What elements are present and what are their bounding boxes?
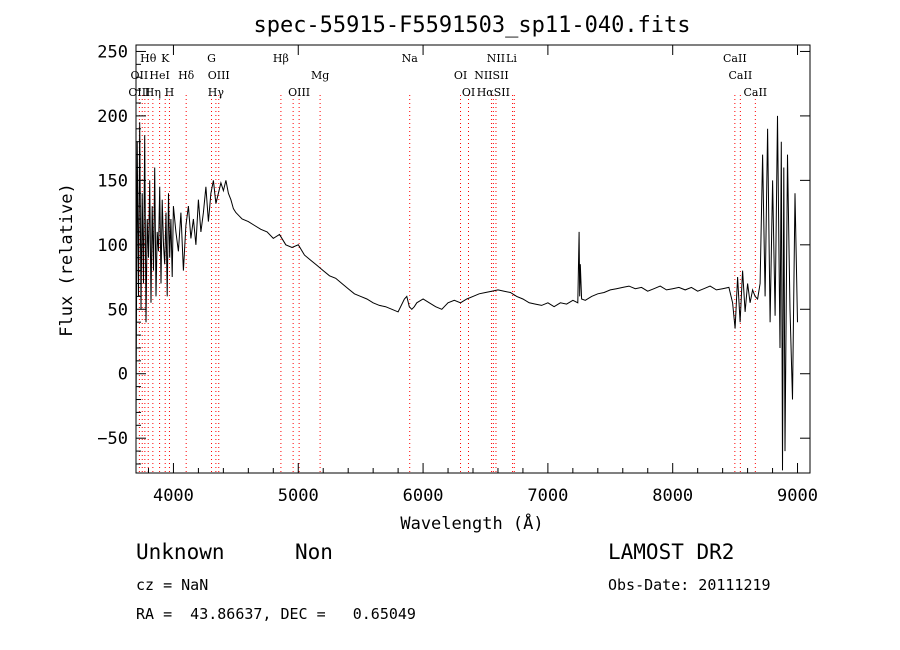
y-tick-label: 50 <box>108 300 128 320</box>
spectrum-line <box>135 115 798 471</box>
marker-label: CaII <box>743 86 767 99</box>
survey-name: LAMOST DR2 <box>608 540 735 564</box>
emission-line-markers <box>138 95 756 473</box>
marker-label: Hδ <box>178 69 195 82</box>
x-tick-label: 6000 <box>403 486 444 506</box>
marker-label: Hγ <box>208 86 225 99</box>
coordinates: RA = 43.86637, DEC = 0.65049 <box>136 605 416 623</box>
y-tick-label: 250 <box>97 42 128 62</box>
marker-label: OIII <box>128 86 150 99</box>
axes: 4000 5000 6000 7000 8000 9000 −50 0 50 100 150 200 2… <box>97 42 818 506</box>
marker-label: K <box>161 52 170 65</box>
marker-label: NII <box>487 52 505 65</box>
marker-label: OIII <box>288 86 310 99</box>
spectral-class: Unknown <box>136 540 225 564</box>
x-tick-label: 4000 <box>153 486 194 506</box>
redshift-value: cz = NaN <box>136 576 209 594</box>
marker-label: HαSII <box>477 86 510 99</box>
marker-label: OII <box>131 69 149 82</box>
marker-label: H <box>165 86 175 99</box>
marker-label: NIISII <box>474 69 509 82</box>
marker-label: G <box>207 52 216 65</box>
y-tick-label: 200 <box>97 107 128 127</box>
x-axis-label: Wavelength (Å) <box>400 512 543 534</box>
marker-label: OIII <box>208 69 230 82</box>
marker-label: Hθ <box>140 52 157 65</box>
marker-label: Li <box>506 52 517 65</box>
y-tick-label: 100 <box>97 236 128 256</box>
marker-label: Mg <box>311 69 329 82</box>
marker-label: OI <box>454 69 467 82</box>
y-tick-label: −50 <box>97 429 128 449</box>
marker-label: Hβ <box>273 52 289 65</box>
y-axis-label: Flux (relative) <box>57 183 77 337</box>
marker-label: CaII <box>723 52 747 65</box>
y-tick-label: 150 <box>97 171 128 191</box>
marker-label: Hη <box>145 86 161 99</box>
plot-frame <box>135 44 811 474</box>
x-tick-label: 9000 <box>777 486 818 506</box>
marker-label: CaII <box>729 69 753 82</box>
x-tick-label: 8000 <box>652 486 693 506</box>
spectral-subclass: Non <box>295 540 333 564</box>
marker-label: OI <box>462 86 475 99</box>
chart-title: spec-55915-F5591503_sp11-040.fits <box>253 13 690 38</box>
marker-label: Na <box>402 52 419 65</box>
observation-date: Obs-Date: 20111219 <box>608 576 771 594</box>
marker-label: HeI <box>149 69 169 82</box>
x-tick-label: 7000 <box>527 486 568 506</box>
y-tick-label: 0 <box>118 365 128 385</box>
x-tick-label: 5000 <box>278 486 319 506</box>
